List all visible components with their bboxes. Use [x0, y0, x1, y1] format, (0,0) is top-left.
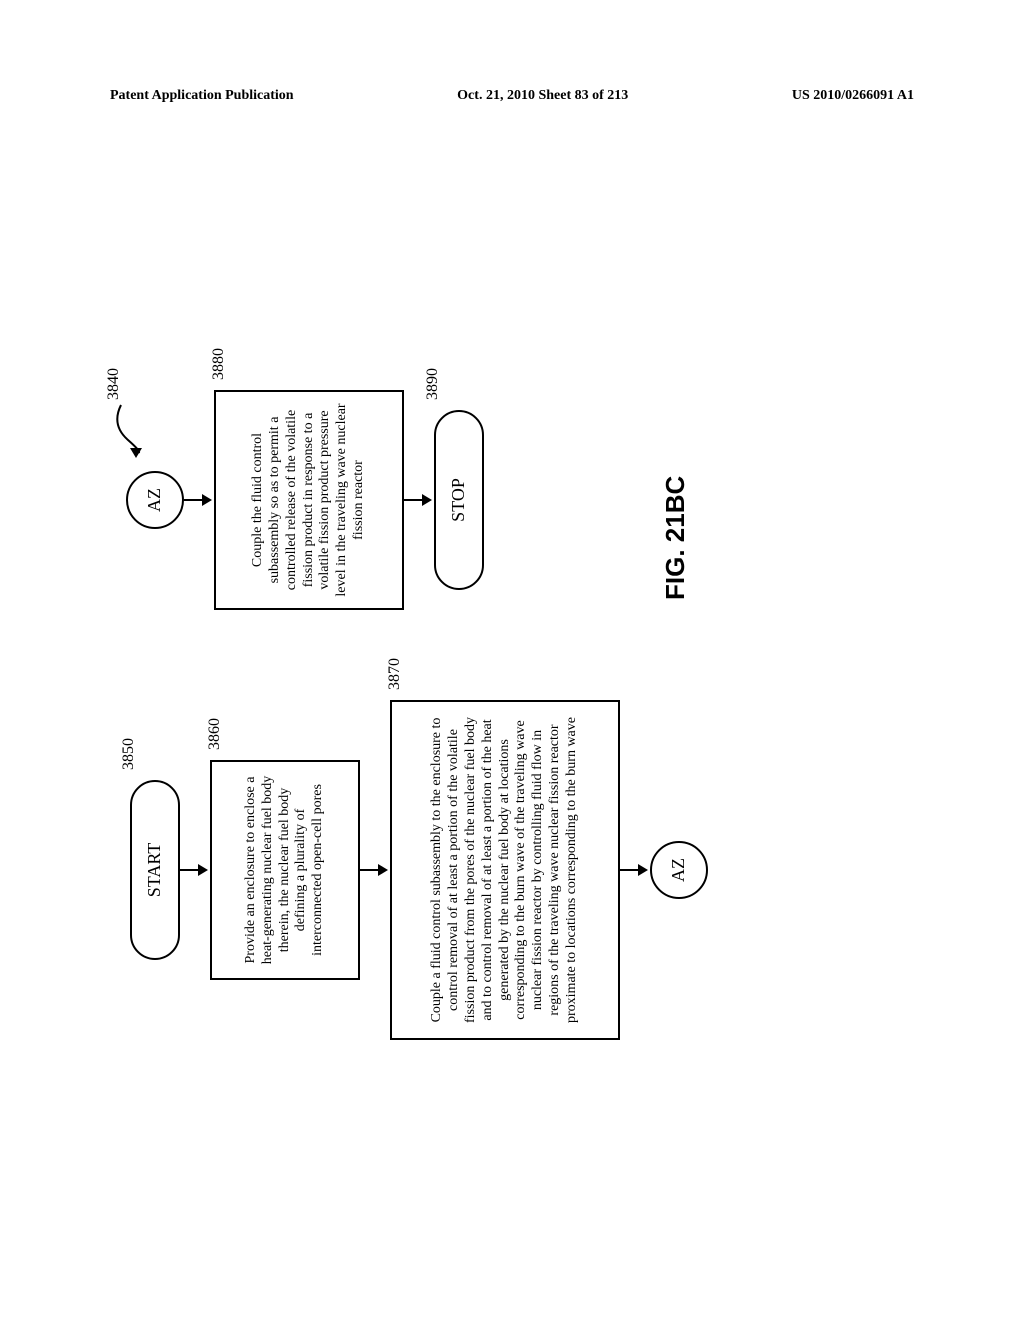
connector-az-in-text: AZ [144, 488, 166, 512]
swoosh-arrow [116, 400, 146, 460]
connector-az-in: AZ [126, 471, 184, 529]
process-controlled-release-text: Couple the fluid control subassembly so … [250, 402, 368, 598]
arrow-p3-stop [404, 490, 434, 510]
header-right: US 2010/0266091 A1 [792, 88, 914, 104]
start-terminator: START [130, 780, 180, 960]
header-center: Oct. 21, 2010 Sheet 83 of 213 [457, 88, 628, 104]
connector-az-out-text: AZ [668, 858, 690, 882]
process-fluid-control: Couple a fluid control subassembly to th… [390, 700, 620, 1040]
process-controlled-release: Couple the fluid control subassembly so … [214, 390, 404, 610]
start-label: START [144, 843, 166, 897]
header-left: Patent Application Publication [110, 88, 294, 104]
ref-overall: 3840 [105, 368, 123, 400]
flowchart-diagram: START 3850 Provide an enclosure to enclo… [130, 300, 910, 1000]
ref-p2: 3870 [386, 658, 404, 690]
arrow-connector-p3 [184, 490, 214, 510]
figure-label: FIG. 21BC [660, 476, 691, 600]
process-fluid-control-text: Couple a fluid control subassembly to th… [429, 712, 580, 1028]
process-enclosure: Provide an enclosure to enclose a heat-g… [210, 760, 360, 980]
ref-start: 3850 [120, 738, 138, 770]
process-enclosure-text: Provide an enclosure to enclose a heat-g… [243, 772, 327, 968]
arrow-p2-connector [620, 860, 650, 880]
connector-az-out: AZ [650, 841, 708, 899]
stop-terminator: STOP [434, 410, 484, 590]
stop-label: STOP [448, 478, 470, 522]
arrow-start-p1 [180, 860, 210, 880]
ref-p3: 3880 [210, 348, 228, 380]
ref-stop: 3890 [424, 368, 442, 400]
arrow-p1-p2 [360, 860, 390, 880]
ref-p1: 3860 [206, 718, 224, 750]
